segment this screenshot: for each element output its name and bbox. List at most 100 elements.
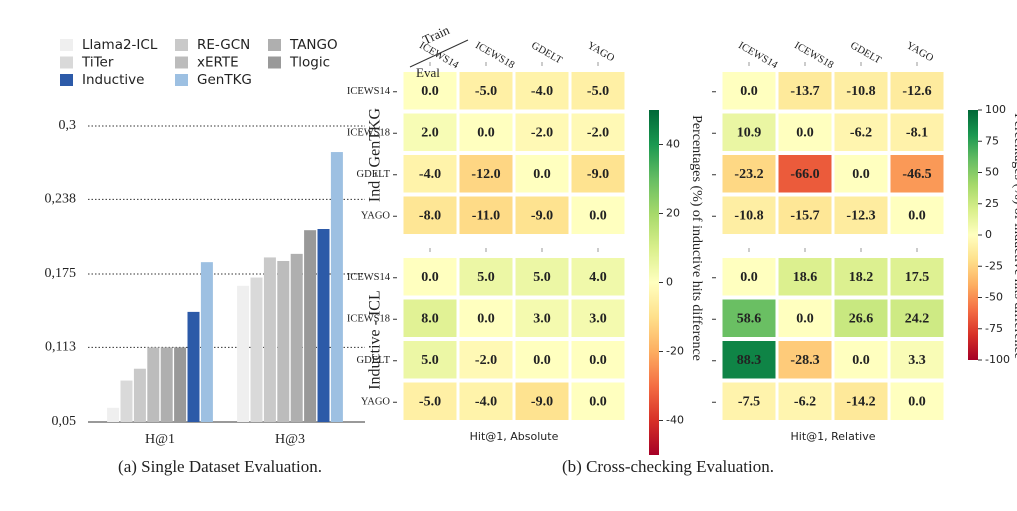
cell-label: -10.8 xyxy=(846,84,875,99)
heatmap-cell xyxy=(722,113,776,151)
legend-label: RE-GCN xyxy=(197,37,250,53)
heatmap-cell xyxy=(571,196,625,234)
heatmap-cell xyxy=(890,258,944,296)
bar xyxy=(147,347,160,422)
cell-label: 17.5 xyxy=(905,270,930,285)
heatmap-cell xyxy=(778,155,832,193)
column-label: ICEWS18 xyxy=(473,40,516,71)
cell-label: -5.0 xyxy=(587,84,609,99)
heatmap-cell xyxy=(834,113,888,151)
caption: (a) Single Dataset Evaluation. xyxy=(118,457,322,476)
cell-label: 0.0 xyxy=(740,84,758,99)
heatmap-cell xyxy=(722,382,776,420)
header-divider xyxy=(409,39,469,68)
y-tick-label: 0,175 xyxy=(45,266,77,281)
y-tick-label: 0,3 xyxy=(59,118,77,133)
heatmap-cell xyxy=(459,155,513,193)
heatmap-cell xyxy=(515,72,569,110)
cell-label: 5.0 xyxy=(477,270,495,285)
cell-label: -7.5 xyxy=(738,394,760,409)
row-label: ICEWS18 xyxy=(347,128,390,139)
bar xyxy=(263,257,276,422)
cell-label: 3.0 xyxy=(533,311,551,326)
colorbar-tick-label: 75 xyxy=(985,134,999,147)
heatmap-cell xyxy=(459,258,513,296)
cell-label: -11.0 xyxy=(472,208,500,223)
colorbar-tick-label: 50 xyxy=(985,166,999,179)
colorbar-label: Percentages (%) of inductive hits differ… xyxy=(1011,113,1017,359)
heatmap-cell xyxy=(834,155,888,193)
heatmap-cell xyxy=(571,113,625,151)
heatmap-cell xyxy=(834,382,888,420)
legend-swatch xyxy=(175,74,188,86)
cell-label: 0.0 xyxy=(533,353,551,368)
cell-label: 88.3 xyxy=(737,353,762,368)
heatmap-cell xyxy=(403,382,457,420)
cell-label: -6.2 xyxy=(794,394,816,409)
cell-label: -9.0 xyxy=(531,208,553,223)
row-label: GDELT xyxy=(357,355,391,366)
heatmap-cell xyxy=(459,341,513,379)
x-tick-label: H@1 xyxy=(145,432,175,447)
heatmap-cell xyxy=(459,196,513,234)
legend-label: TANGO xyxy=(289,37,338,53)
cell-label: -5.0 xyxy=(419,394,441,409)
colorbar-tick-label: 20 xyxy=(666,207,680,220)
cell-label: -13.7 xyxy=(790,84,819,99)
heatmap-cell xyxy=(403,113,457,151)
bar xyxy=(317,229,330,422)
cell-label: 18.2 xyxy=(849,270,874,285)
row-group-label: Inductive - ICL xyxy=(367,290,384,390)
cell-label: -2.0 xyxy=(475,353,497,368)
x-tick-label: H@3 xyxy=(275,432,305,447)
colorbar-tick-label: -20 xyxy=(666,345,684,358)
bar xyxy=(200,262,213,422)
cell-label: 26.6 xyxy=(849,311,874,326)
legend-swatch xyxy=(268,56,281,69)
row-label: ICEWS14 xyxy=(347,86,391,97)
colorbar-tick-label: -75 xyxy=(985,322,1003,335)
heatmap-cell xyxy=(778,341,832,379)
heatmap-cell xyxy=(722,72,776,110)
heatmap-cell xyxy=(890,382,944,420)
heatmap-cell xyxy=(778,258,832,296)
heatmap-cell xyxy=(403,258,457,296)
cell-label: 24.2 xyxy=(905,311,930,326)
cell-label: -12.0 xyxy=(471,167,500,182)
cell-label: -2.0 xyxy=(587,125,609,140)
heatmap-cell xyxy=(459,113,513,151)
cell-label: 8.0 xyxy=(421,311,439,326)
eval-label: Eval xyxy=(416,65,440,80)
cell-label: -6.2 xyxy=(850,125,872,140)
bar xyxy=(237,285,250,422)
cell-label: -15.7 xyxy=(790,208,819,223)
cell-label: -5.0 xyxy=(475,84,497,99)
heatmap-cell xyxy=(403,155,457,193)
cell-label: 0.0 xyxy=(908,208,926,223)
bar xyxy=(304,230,317,422)
heatmap-cell xyxy=(834,196,888,234)
cell-label: 0.0 xyxy=(589,353,607,368)
column-label: GDELT xyxy=(529,40,564,67)
y-tick-label: 0,238 xyxy=(45,192,77,207)
heatmap-cell xyxy=(571,299,625,337)
cell-label: -9.0 xyxy=(587,167,609,182)
cell-label: 3.0 xyxy=(589,311,607,326)
cell-label: 0.0 xyxy=(796,311,814,326)
column-label: ICEWS14 xyxy=(736,40,780,71)
cell-label: 0.0 xyxy=(589,394,607,409)
y-tick-label: 0,05 xyxy=(52,414,77,429)
cell-label: 4.0 xyxy=(589,270,607,285)
column-label: ICEWS18 xyxy=(792,40,835,71)
legend-label: Tlogic xyxy=(289,55,330,71)
legend-label: TiTer xyxy=(81,55,114,71)
cell-label: -14.2 xyxy=(846,394,875,409)
colorbar-tick-label: -25 xyxy=(985,259,1003,272)
heatmap-cell xyxy=(778,196,832,234)
legend-label: xERTE xyxy=(197,55,239,71)
bar xyxy=(187,311,200,422)
x-axis-label: Hit@1, Absolute xyxy=(470,430,559,443)
heatmap-cell xyxy=(890,341,944,379)
legend-swatch xyxy=(175,56,188,69)
